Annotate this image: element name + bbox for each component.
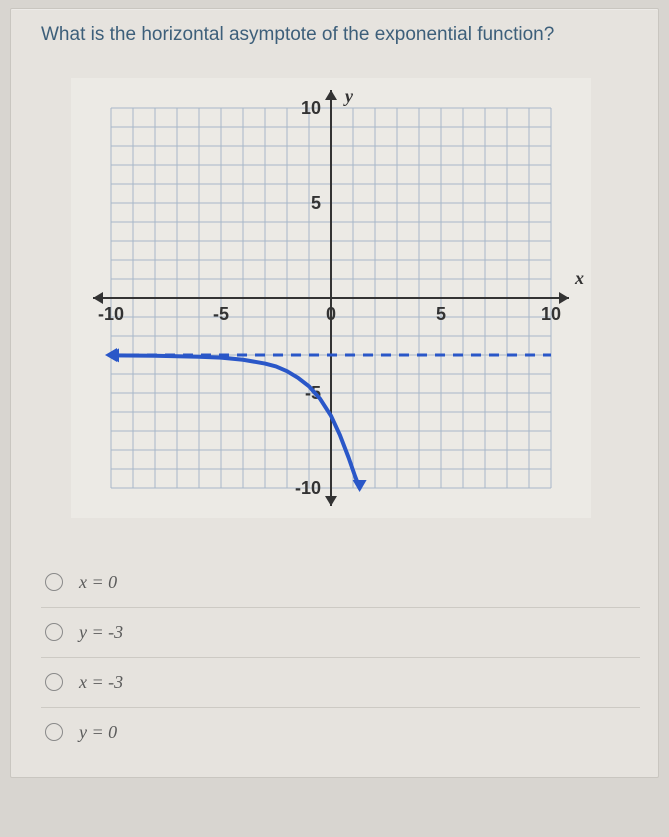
option-row[interactable]: y = 0 bbox=[41, 708, 640, 757]
svg-text:0: 0 bbox=[326, 304, 336, 324]
option-row[interactable]: y = -3 bbox=[41, 608, 640, 658]
radio-icon bbox=[45, 573, 63, 591]
exponential-chart: -10-50510105-5-10xy bbox=[71, 78, 591, 518]
radio-icon bbox=[45, 623, 63, 641]
option-label: y = 0 bbox=[79, 722, 117, 743]
svg-text:-5: -5 bbox=[213, 304, 229, 324]
option-row[interactable]: x = 0 bbox=[41, 558, 640, 608]
answer-options: x = 0 y = -3 x = -3 y = 0 bbox=[41, 558, 640, 757]
radio-icon bbox=[45, 673, 63, 691]
question-card: What is the horizontal asymptote of the … bbox=[10, 8, 659, 778]
svg-text:5: 5 bbox=[436, 304, 446, 324]
radio-icon bbox=[45, 723, 63, 741]
svg-text:y: y bbox=[343, 86, 354, 106]
svg-text:x: x bbox=[574, 268, 584, 288]
svg-text:-10: -10 bbox=[98, 304, 124, 324]
question-text: What is the horizontal asymptote of the … bbox=[41, 23, 640, 48]
option-row[interactable]: x = -3 bbox=[41, 658, 640, 708]
option-label: x = -3 bbox=[79, 672, 123, 693]
option-label: x = 0 bbox=[79, 572, 117, 593]
svg-text:10: 10 bbox=[301, 98, 321, 118]
option-label: y = -3 bbox=[79, 622, 123, 643]
chart-container: -10-50510105-5-10xy bbox=[71, 78, 591, 518]
svg-text:10: 10 bbox=[541, 304, 561, 324]
svg-text:5: 5 bbox=[311, 193, 321, 213]
svg-text:-10: -10 bbox=[295, 478, 321, 498]
